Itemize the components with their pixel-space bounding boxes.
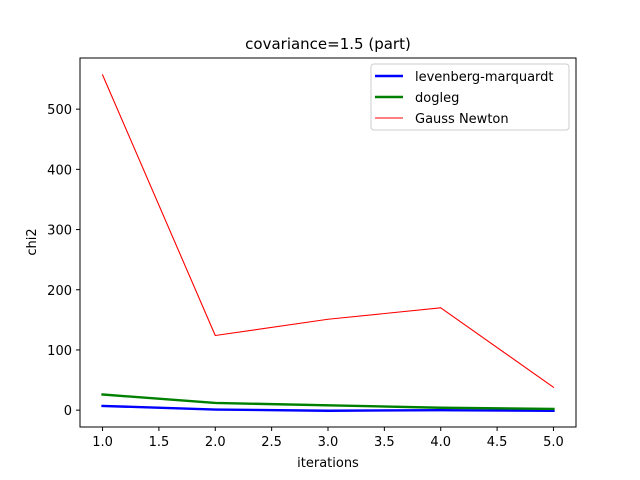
plot-area: 1.0 1.5 2.0 2.5 3.0 3.5 4.0 4.5 5.0 0 100 200 300 400… bbox=[47, 57, 577, 450]
x-tick-label-6: 4.0 bbox=[430, 435, 451, 450]
y-tick-label-2: 200 bbox=[47, 284, 72, 299]
y-tick-label-0: 0 bbox=[64, 404, 72, 419]
y-axis-title: chi2 bbox=[25, 228, 40, 255]
series-line-0 bbox=[101, 404, 555, 412]
x-tick-label-5: 3.5 bbox=[374, 435, 395, 450]
y-tick-label-5: 500 bbox=[47, 103, 72, 118]
x-tick-label-1: 1.5 bbox=[149, 435, 170, 450]
x-tick-label-4: 3.0 bbox=[318, 435, 339, 450]
y-tick-label-1: 100 bbox=[47, 344, 72, 359]
y-tick-label-3: 300 bbox=[47, 224, 72, 239]
x-tick-label-2: 2.0 bbox=[205, 435, 226, 450]
x-axis-title: iterations bbox=[297, 456, 359, 471]
x-tick-label-8: 5.0 bbox=[543, 435, 564, 450]
y-tick-label-4: 400 bbox=[47, 163, 72, 178]
legend-label-0: levenberg-marquardt bbox=[415, 70, 554, 85]
legend-box bbox=[370, 63, 570, 131]
series-line-2 bbox=[101, 74, 555, 389]
series-line-1 bbox=[101, 393, 555, 411]
x-tick-label-3: 2.5 bbox=[261, 435, 282, 450]
x-tick-label-0: 1.0 bbox=[92, 435, 113, 450]
x-tick-label-7: 4.5 bbox=[487, 435, 508, 450]
chart-title: covariance=1.5 (part) bbox=[245, 35, 411, 53]
legend-label-2: Gauss Newton bbox=[415, 112, 509, 127]
legend: levenberg-marquardt dogleg Gauss Newton bbox=[370, 63, 570, 131]
legend-label-1: dogleg bbox=[415, 91, 459, 106]
